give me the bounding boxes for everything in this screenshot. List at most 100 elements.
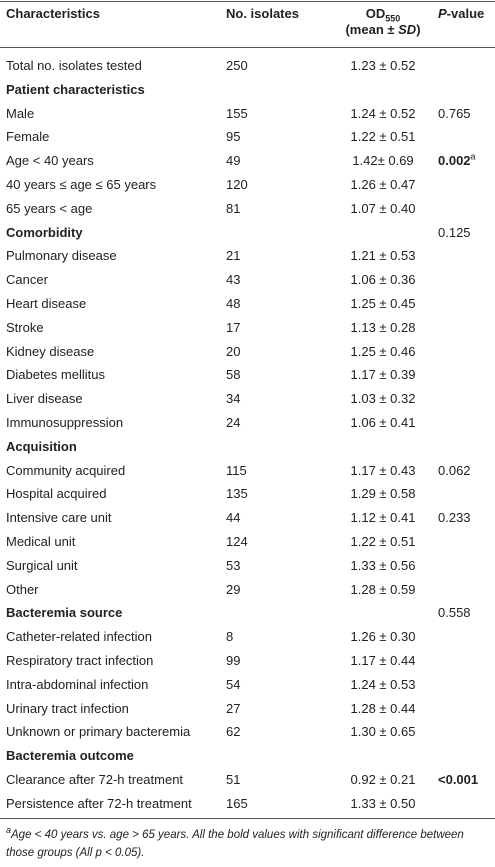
col-header: Characteristics (6, 6, 100, 21)
isolates-cell: 20 (226, 343, 241, 359)
od-cell: 1.24 ± 0.52 (350, 105, 416, 121)
od-cell: 1.29 ± 0.58 (350, 486, 416, 502)
section-row: Bacteremia source 0.558 (0, 601, 495, 625)
isolates-cell: 44 (226, 510, 241, 526)
isolates-cell: 54 (226, 676, 241, 692)
table-row: Pulmonary disease 21 1.21 ± 0.53 (0, 244, 495, 268)
od-cell: 1.26 ± 0.30 (350, 629, 416, 645)
p-value-note: a (470, 151, 476, 162)
table-row: Female 95 1.22 ± 0.51 (0, 125, 495, 149)
header-text: OD (365, 6, 386, 21)
section-label: Comorbidity (6, 224, 83, 240)
table-row: Intensive care unit 44 1.12 ± 0.41 0.233 (0, 506, 495, 530)
table-row: Kidney disease 20 1.25 ± 0.46 (0, 340, 495, 364)
row-label: Male (6, 105, 35, 121)
isolates-cell: 155 (226, 105, 248, 121)
footnote: aAge < 40 years vs. age > 65 years. All … (6, 826, 492, 862)
od-cell: 1.06 ± 0.36 (350, 272, 416, 288)
row-label: Intra-abdominal infection (6, 676, 149, 692)
row-label: Intensive care unit (6, 510, 112, 526)
row-label: Liver disease (6, 391, 83, 407)
section-row: Acquisition (0, 435, 495, 459)
isolates-cell: 99 (226, 653, 241, 668)
table-row: Community acquired 115 1.17 ± 0.43 0.062 (0, 459, 495, 483)
p-value-cell: 0.125 (438, 225, 471, 241)
table-row: Persistence after 72-h treatment 165 1.33 … (0, 792, 495, 816)
od-cell: 1.17 ± 0.39 (350, 367, 416, 383)
table-row: Hospital acquired 135 1.29 ± 0.58 (0, 482, 495, 506)
table-row: Male 155 1.24 ± 0.52 0.765 (0, 102, 495, 126)
header-text: ) (416, 22, 421, 37)
isolates-cell: 115 (226, 462, 247, 478)
header-rule (0, 47, 495, 48)
section-label: Bacteremia outcome (6, 748, 134, 764)
p-value: 0.765 (438, 105, 471, 121)
isolates-cell: 124 (226, 534, 248, 549)
section-label: Patient characteristics (6, 81, 145, 97)
p-value-cell: 0.233 (438, 510, 471, 526)
od-cell: 1.25 ± 0.45 (350, 296, 416, 311)
od-cell: 1.33 ± 0.56 (350, 557, 416, 573)
isolates-cell: 120 (226, 177, 248, 192)
od-cell: 1.21 ± 0.53 (350, 248, 416, 264)
row-label: Pulmonary disease (6, 248, 117, 264)
od-cell: 1.30 ± 0.65 (350, 724, 416, 740)
table-row: Immunosuppression 24 1.06 ± 0.41 (0, 411, 495, 435)
isolates-cell: 43 (226, 272, 241, 288)
od-cell: 1.06 ± 0.41 (350, 415, 416, 430)
isolates-cell: 58 (226, 367, 241, 383)
p-value: 0.002 (438, 153, 471, 169)
top-rule (0, 1, 495, 2)
col-header: OD550 (mean ± SD) (330, 6, 436, 38)
od-cell: 0.92 ± 0.21 (350, 772, 416, 787)
isolates-cell: 51 (226, 772, 241, 787)
isolates-cell: 95 (226, 129, 241, 145)
table-row: 65 years < age 81 1.07 ± 0.40 (0, 197, 495, 221)
row-label: Age < 40 years (6, 153, 94, 169)
od-cell: 1.23 ± 0.52 (350, 58, 416, 73)
isolates-cell: 81 (226, 200, 241, 216)
col-header: No. isolates (226, 6, 299, 21)
p-value: 0.558 (438, 605, 471, 621)
row-label: Stroke (6, 319, 44, 335)
isolates-cell: 17 (226, 319, 241, 335)
p-value: 0.125 (438, 224, 471, 240)
od-cell: 1.17 ± 0.44 (350, 653, 416, 668)
row-label: Clearance after 72-h treatment (6, 772, 184, 787)
table-row: Clearance after 72-h treatment 51 0.92 ± 0… (0, 768, 495, 792)
table-row: Surgical unit 53 1.33 ± 0.56 (0, 554, 495, 578)
table-row: Age < 40 years 49 1.42± 0.69 0.002a (0, 149, 495, 173)
row-label: Kidney disease (6, 343, 95, 359)
table-row: Stroke 17 1.13 ± 0.28 (0, 316, 495, 340)
footnote-mark: a (6, 825, 12, 836)
table-row: Heart disease 48 1.25 ± 0.45 (0, 292, 495, 316)
od-cell: 1.28 ± 0.44 (350, 700, 416, 716)
row-label: Immunosuppression (6, 415, 124, 430)
isolates-cell: 27 (226, 700, 241, 716)
table-row: 40 years ≤ age ≤ 65 years 120 1.26 ± 0.47 (0, 173, 495, 197)
row-label: Diabetes mellitus (6, 367, 105, 383)
table-row: Unknown or primary bacteremia 62 1.30 ± 0.… (0, 720, 495, 744)
isolates-cell: 48 (226, 296, 241, 311)
row-label: Female (6, 129, 50, 145)
od-cell: 1.24 ± 0.53 (350, 676, 416, 692)
od-cell: 1.25 ± 0.46 (350, 343, 416, 359)
row-label: Persistence after 72-h treatment (6, 795, 192, 811)
od-cell: 1.12 ± 0.41 (350, 510, 416, 526)
row-label: Surgical unit (6, 557, 78, 573)
table-row: Catheter-related infection 8 1.26 ± 0.30 (0, 625, 495, 649)
isolates-cell: 49 (226, 153, 241, 169)
section-row: Bacteremia outcome (0, 744, 495, 768)
row-label: Urinary tract infection (6, 700, 129, 716)
row-label: Total no. isolates tested (6, 58, 142, 73)
table-row: Diabetes mellitus 58 1.17 ± 0.39 (0, 363, 495, 387)
p-value-cell: 0.062 (438, 463, 471, 479)
header-italic: P (438, 6, 447, 21)
od-cell: 1.13 ± 0.28 (350, 319, 416, 335)
col-header: P-value (438, 6, 484, 22)
section-row: Patient characteristics (0, 78, 495, 102)
row-label: Community acquired (6, 462, 126, 478)
footnote-text: Age < 40 years vs. age > 65 years. All t… (6, 829, 464, 859)
od-cell: 1.33 ± 0.50 (350, 795, 416, 811)
